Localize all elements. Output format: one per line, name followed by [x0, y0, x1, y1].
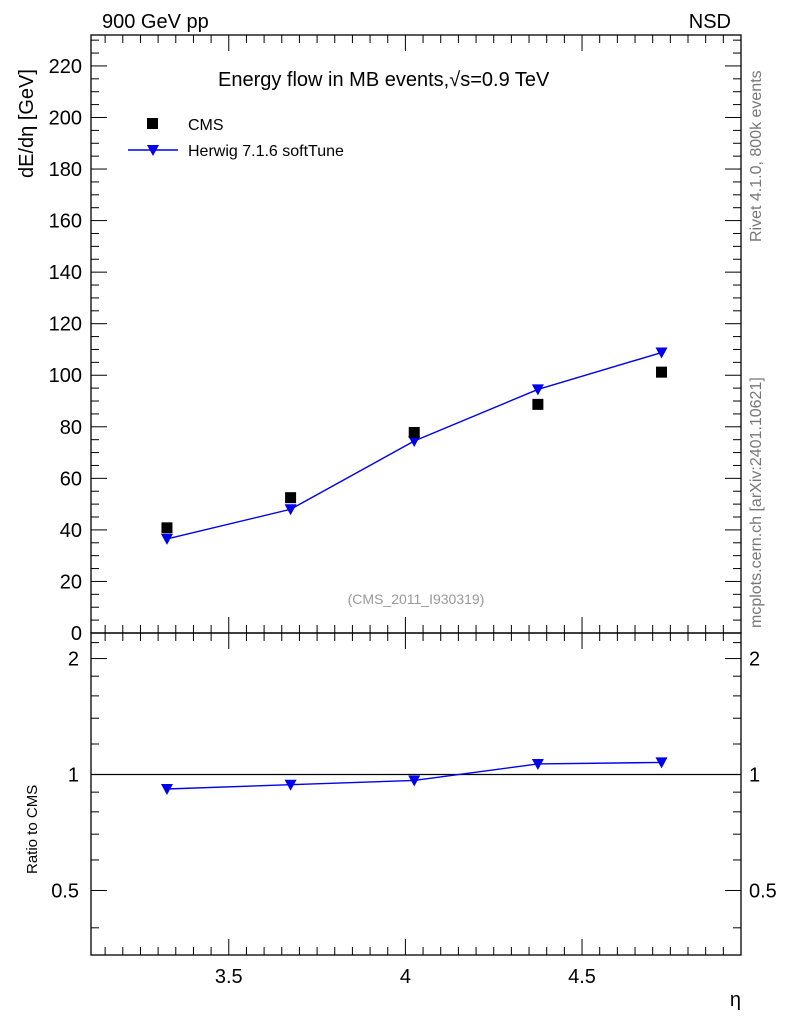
y-tick-label: 180: [49, 159, 82, 181]
ratio-plot-frame: [90, 632, 742, 956]
chart-title-sqrt: √s: [449, 69, 470, 91]
y-tick-label: 220: [49, 56, 82, 78]
legend: CMS Herwig 7.1.6 softTune: [128, 117, 344, 160]
x-tick-label: 4.5: [568, 966, 596, 988]
y-tick-label: 20: [60, 571, 82, 593]
y-tick-label: 40: [60, 520, 82, 542]
y-tick-label: 140: [49, 262, 82, 284]
x-tick-label: 4: [400, 966, 411, 988]
legend-herwig-marker: [147, 145, 159, 156]
y-tick-label: 80: [60, 417, 82, 439]
cms-point: [285, 492, 297, 504]
y-axis-title: dE/dη [GeV]: [16, 69, 38, 178]
x-axis-title: η: [730, 989, 741, 1011]
herwig-point: [160, 533, 173, 545]
ratio-tick-label-right: 0.5: [749, 880, 777, 902]
axes-layer: 3.5 4 4.5 0 20 40 60 80 100 120 140 160 180 200 220 0.5…: [49, 35, 777, 988]
y-tick-label: 120: [49, 314, 82, 336]
process-label: NSD: [689, 11, 731, 33]
herwig-point: [655, 347, 668, 359]
cms-point: [532, 398, 544, 410]
y-tick-label: 200: [49, 107, 82, 129]
ratio-point: [160, 784, 173, 796]
chart-title-suffix: =0.9 TeV: [470, 69, 550, 91]
marks-layer: [160, 347, 668, 796]
ratio-axis-title: Ratio to CMS: [24, 785, 41, 874]
y-tick-label: 60: [60, 468, 82, 490]
y-tick-label: 100: [49, 365, 82, 387]
legend-cms-marker: [147, 118, 158, 129]
ratio-tick-label-left: 0.5: [51, 880, 79, 902]
ratio-point: [655, 757, 668, 769]
y-tick-label: 0: [71, 623, 82, 645]
ratio-point: [284, 779, 297, 791]
legend-herwig-label: Herwig 7.1.6 softTune: [188, 143, 344, 160]
ratio-tick-label-right: 2: [749, 649, 760, 671]
beam-label: 900 GeV pp: [102, 11, 209, 33]
ratio-point: [408, 775, 421, 787]
y-tick-label: 160: [49, 211, 82, 233]
chart-title-prefix: Energy flow in MB events,: [218, 69, 449, 91]
cms-point: [161, 522, 173, 534]
legend-cms-label: CMS: [188, 117, 224, 134]
cms-point: [656, 366, 668, 378]
ratio-tick-label-right: 1: [749, 765, 760, 787]
ratio-point: [531, 758, 544, 770]
ratio-tick-label-left: 2: [68, 649, 79, 671]
herwig-point: [531, 384, 544, 396]
analysis-reference: (CMS_2011_I930319): [348, 591, 485, 607]
cms-point: [408, 426, 420, 438]
herwig-point: [284, 504, 297, 516]
mcplots-label: mcplots.cern.ch [arXiv:2401.10621]: [748, 377, 765, 628]
chart-title: Energy flow in MB events,√s=0.9 TeV: [218, 69, 550, 91]
x-tick-label: 3.5: [215, 966, 243, 988]
rivet-version-label: Rivet 4.1.0, 800k events: [748, 70, 765, 242]
ratio-tick-label-left: 1: [68, 765, 79, 787]
herwig-point: [408, 435, 421, 447]
